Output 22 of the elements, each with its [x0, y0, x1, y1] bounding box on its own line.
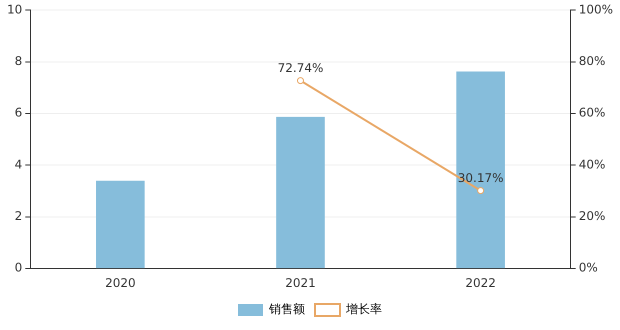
y2-tick-label: 0%: [578, 260, 598, 275]
y2-tick-label: 100%: [578, 2, 614, 16]
bar: [96, 180, 145, 268]
x-tick-label: 2021: [285, 276, 316, 290]
bar: [456, 71, 505, 268]
bar: [276, 116, 325, 268]
y2-tick-label: 60%: [578, 106, 606, 120]
legend-label: 增长率: [345, 302, 382, 316]
y2-tick-label: 40%: [578, 157, 606, 172]
data-label: 72.74%: [278, 60, 324, 75]
y2-tick-label: 80%: [578, 54, 606, 68]
x-tick-label: 2020: [105, 276, 136, 290]
y-tick-label: 10: [6, 2, 22, 16]
y-tick-label: 0: [14, 260, 22, 275]
y2-tick-label: 20%: [578, 209, 606, 224]
data-label: 30.17%: [458, 170, 504, 185]
y-tick-label: 6: [14, 106, 22, 120]
y-tick-label: 8: [14, 54, 22, 68]
y-tick-label: 4: [14, 157, 22, 172]
y-tick-label: 2: [14, 209, 22, 224]
x-tick-label: 2022: [465, 276, 496, 290]
legend-label: 销售额: [268, 302, 305, 316]
